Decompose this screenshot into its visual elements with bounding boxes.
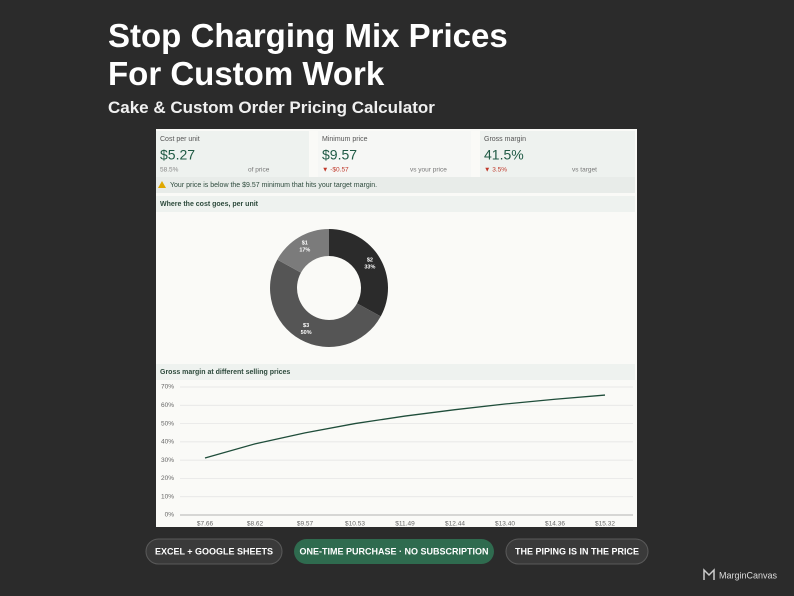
x-tick-label: $9.57: [297, 521, 314, 528]
line: [204, 394, 606, 459]
donut-slice: [329, 229, 388, 317]
y-tick-label: 30%: [161, 457, 174, 464]
kpi-note: 58.5%: [160, 167, 179, 174]
x-tick-label: $11.49: [395, 521, 415, 528]
section-title: Where the cost goes, per unit: [160, 201, 259, 208]
donut-label: 17%: [299, 248, 310, 254]
donut-label: $2: [367, 257, 373, 263]
y-tick-label: 0%: [165, 512, 175, 519]
y-tick-label: 40%: [161, 439, 174, 446]
button-label[interactable]: ONE-TIME PURCHASE · NO SUBSCRIPTION: [299, 546, 488, 556]
kpi-label: Gross margin: [484, 136, 526, 143]
donut-label: $1: [302, 241, 308, 247]
kpi-card: [318, 131, 471, 177]
x-tick-label: $12.44: [445, 521, 465, 528]
kpi-note: ▼ 3.5%: [484, 167, 507, 174]
kpi-value: 41.5%: [484, 147, 524, 163]
y-tick-label: 50%: [161, 420, 174, 427]
donut-label: 50%: [301, 330, 312, 336]
kpi-card: [480, 131, 635, 177]
x-tick-label: $15.32: [595, 521, 615, 528]
brand: MarginCanvas: [719, 570, 778, 580]
button[interactable]: [505, 538, 649, 565]
kpi-label: Minimum price: [322, 136, 368, 143]
warning-text: Your price is below the $9.57 minimum th…: [170, 182, 377, 189]
kpi-note-label: vs your price: [410, 167, 447, 174]
kpi-note-label: of price: [248, 167, 270, 174]
warning-icon: [158, 181, 166, 188]
x-tick-label: $10.53: [345, 521, 365, 528]
button-label[interactable]: EXCEL + GOOGLE SHEETS: [155, 546, 273, 556]
x-tick-label: $13.40: [495, 521, 515, 528]
kpi-note: ▼ -$0.57: [322, 167, 349, 174]
kpi-note-label: vs target: [572, 167, 597, 174]
donut-label: $3: [303, 323, 309, 329]
y-tick-label: 20%: [161, 475, 174, 482]
kpi-value: $9.57: [322, 147, 357, 163]
title-line: For Custom Work: [108, 55, 385, 92]
kpi-value: $5.27: [160, 147, 195, 163]
x-tick-label: $7.66: [197, 521, 214, 528]
section-header: [156, 196, 635, 212]
warning-bar: [156, 177, 635, 193]
section-title: Gross margin at different selling prices: [160, 369, 290, 376]
x-tick-label: $14.36: [545, 521, 565, 528]
y-tick-label: 10%: [161, 493, 174, 500]
donut-slice: [277, 229, 329, 273]
logo-icon: [703, 568, 715, 580]
y-tick-label: 70%: [161, 384, 174, 391]
donut-slice: [270, 259, 381, 347]
y-tick-label: 60%: [161, 402, 174, 409]
title-line: Stop Charging Mix Prices: [108, 17, 508, 54]
donut-label: 33%: [364, 264, 375, 270]
button[interactable]: [294, 539, 494, 564]
panel: [156, 129, 637, 527]
button[interactable]: [145, 538, 283, 565]
button-label[interactable]: THE PIPING IS IN THE PRICE: [515, 546, 639, 556]
section-header: [156, 364, 635, 380]
subtitle: Cake & Custom Order Pricing Calculator: [108, 98, 435, 117]
kpi-label: Cost per unit: [160, 136, 200, 143]
kpi-card: [156, 131, 309, 177]
x-tick-label: $8.62: [247, 521, 264, 528]
